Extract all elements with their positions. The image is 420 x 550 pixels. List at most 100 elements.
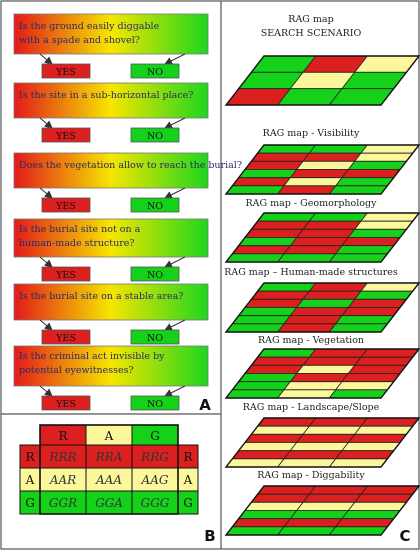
rag-map-cell bbox=[283, 450, 343, 460]
yes-box bbox=[41, 266, 91, 282]
rag-map-cell bbox=[347, 298, 408, 308]
rag-map-cell bbox=[237, 307, 298, 317]
rag-map-cell bbox=[256, 282, 317, 292]
rag-map-cell bbox=[256, 348, 317, 358]
yes-label: YES bbox=[55, 131, 76, 142]
question-text: Is the burial site not on a human-made st… bbox=[19, 224, 141, 249]
yes-label: YES bbox=[55, 67, 76, 78]
rag-map-cell bbox=[283, 518, 343, 528]
rag-map-cell bbox=[289, 442, 350, 452]
rag-map-cell bbox=[250, 493, 311, 503]
yes-label: YES bbox=[55, 270, 76, 281]
question-box bbox=[13, 218, 209, 258]
question-box bbox=[13, 283, 209, 321]
rag-map-cell bbox=[244, 364, 304, 374]
rag-map-subtitle: SEARCH SCENARIO bbox=[261, 28, 362, 39]
rag-map-cell bbox=[328, 323, 389, 333]
matrix-col-header-label: A bbox=[104, 429, 114, 443]
rag-map-5: RAG map - Vegetation bbox=[224, 335, 420, 399]
rag-map-cell bbox=[256, 144, 317, 154]
matrix-cell-label: AAR bbox=[49, 473, 76, 487]
yes-box bbox=[41, 127, 91, 143]
arrow-to-no bbox=[164, 53, 186, 65]
arrow-to-no bbox=[164, 319, 186, 331]
no-box bbox=[130, 329, 180, 345]
rag-map-cell bbox=[244, 433, 304, 443]
rag-map-cell bbox=[334, 450, 395, 460]
rag-map-cell bbox=[334, 177, 395, 187]
rag-map-cell bbox=[256, 485, 317, 495]
matrix-cell-label: RRA bbox=[95, 450, 123, 464]
rag-map-cell bbox=[341, 169, 401, 179]
rag-map-cell bbox=[334, 315, 395, 325]
matrix-cell-label: RRG bbox=[140, 450, 169, 464]
no-box bbox=[130, 266, 180, 282]
arrow-to-no bbox=[164, 187, 186, 199]
rag-map-cell bbox=[250, 425, 311, 435]
matrix-cell-label: AAA bbox=[95, 473, 122, 487]
rag-map-cell bbox=[334, 518, 395, 528]
rag-map-cell bbox=[353, 220, 414, 230]
rag-map-cell bbox=[360, 417, 420, 427]
rag-map-cell bbox=[302, 356, 362, 366]
rag-map-cell bbox=[295, 501, 356, 511]
arrow-to-no bbox=[164, 117, 186, 129]
question-text: Does the vegetation allow to reach the b… bbox=[19, 160, 242, 171]
no-box bbox=[130, 395, 180, 411]
rag-map-cell bbox=[308, 485, 369, 495]
no-label: NO bbox=[147, 333, 163, 344]
yes-label: YES bbox=[55, 399, 76, 410]
rag-map-3: RAG map - Geomorphology bbox=[224, 198, 420, 263]
rag-map-cell bbox=[283, 245, 343, 255]
rag-map-outline bbox=[224, 348, 420, 399]
matrix-cell-label: GGG bbox=[141, 496, 170, 510]
rag-map-2: RAG map - Visibility bbox=[224, 128, 420, 195]
rag-map-cell bbox=[289, 373, 350, 383]
rag-map-outline bbox=[224, 485, 420, 536]
rag-map-6: RAG map - Landscape/Slope bbox=[224, 402, 420, 468]
question-block-1: Is the ground easily diggable with a spad… bbox=[13, 13, 209, 79]
rag-map-cell bbox=[283, 381, 343, 391]
rag-map-cell bbox=[347, 160, 408, 170]
no-label: NO bbox=[147, 270, 163, 281]
rag-map-cell bbox=[347, 228, 408, 238]
rag-map-4: RAG map – Human-made structures bbox=[224, 267, 420, 333]
matrix-frame bbox=[39, 424, 179, 515]
rag-map-cell bbox=[237, 237, 298, 247]
rag-map-cell bbox=[334, 245, 395, 255]
rag-map-7: RAG map - Diggability bbox=[224, 470, 420, 536]
rag-map-cell bbox=[276, 253, 337, 263]
rag-map-title: RAG map bbox=[288, 14, 333, 25]
question-text: Is the burial site on a stable area? bbox=[19, 291, 183, 302]
rag-map-title: RAG map - Landscape/Slope bbox=[243, 402, 380, 413]
question-box bbox=[13, 345, 209, 387]
arrow-to-yes bbox=[39, 53, 53, 65]
rag-map-cell bbox=[341, 442, 401, 452]
question-block-5: Is the burial site on a stable area? YES N… bbox=[13, 283, 209, 345]
rag-map-cell bbox=[347, 433, 408, 443]
matrix-cell-label: RRR bbox=[48, 450, 76, 464]
rag-map-cell bbox=[283, 315, 343, 325]
rag-map-cell bbox=[289, 510, 350, 520]
rag-map-cell bbox=[360, 485, 420, 495]
rag-map-cell bbox=[225, 323, 285, 333]
question-text: Is the ground easily diggable with a spad… bbox=[19, 21, 160, 46]
panel-label-b: B bbox=[204, 527, 215, 545]
rag-map-cell bbox=[295, 228, 356, 238]
rag-map-cell bbox=[308, 348, 369, 358]
yes-box bbox=[41, 395, 91, 411]
rag-map-cell bbox=[360, 212, 420, 222]
rag-map-cell bbox=[347, 364, 408, 374]
question-block-3: Does the vegetation allow to reach the b… bbox=[13, 152, 242, 213]
rag-map-cell bbox=[308, 212, 369, 222]
rag-map-cell bbox=[231, 450, 292, 460]
panel-label-a: A bbox=[199, 396, 211, 414]
matrix-col-header-label: G bbox=[150, 429, 160, 443]
question-box bbox=[13, 13, 209, 55]
no-label: NO bbox=[147, 67, 163, 78]
rag-map-cell bbox=[308, 144, 369, 154]
rag-map-cell bbox=[237, 442, 298, 452]
